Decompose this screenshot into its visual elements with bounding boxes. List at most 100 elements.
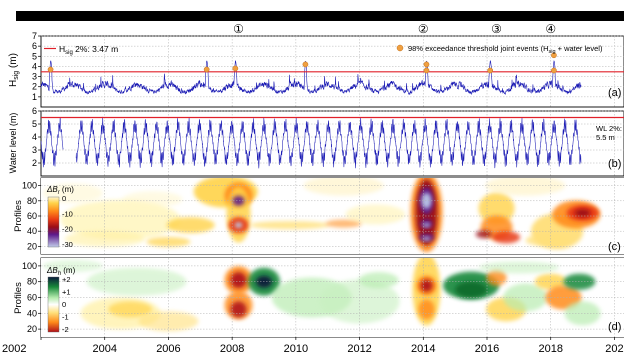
storm-marker-label: ② bbox=[418, 22, 429, 36]
storm-marker-label: ③ bbox=[491, 22, 502, 36]
colorbar-tick-label: -2 bbox=[62, 325, 69, 334]
event-legend-label: 98% exceedance threshold joint events (H… bbox=[408, 44, 603, 55]
panel-c-ytick-label: 20 bbox=[27, 241, 37, 251]
x-tick-label: 2018 bbox=[538, 343, 562, 355]
panel-b-ytick-label: 2 bbox=[32, 158, 37, 168]
heatmap-c-cell bbox=[303, 178, 384, 196]
panel-c-colorbar bbox=[47, 196, 60, 248]
event-point bbox=[423, 61, 430, 68]
panel-c-ytick-label: 60 bbox=[27, 211, 37, 221]
panel-b-label: (b) bbox=[608, 158, 621, 170]
storm-marker-label: ④ bbox=[545, 22, 556, 36]
panel-b-water-level-series bbox=[40, 116, 582, 169]
panel-d-colorbar-ticks: +2 +1 0 -1 -2 bbox=[62, 275, 71, 334]
event-point bbox=[302, 61, 309, 68]
panel-c-colorbar-title: ΔBr (m) bbox=[46, 185, 74, 196]
panel-b-ytick-label: 6 bbox=[32, 106, 37, 116]
heatmap-c-cell bbox=[492, 231, 521, 244]
panel-d-ytick-label: 80 bbox=[27, 277, 37, 287]
panel-a-ytick-label: 5 bbox=[32, 51, 37, 61]
threshold-legend-label: Hsig 2%: 3.47 m bbox=[59, 44, 118, 56]
heatmap-c-cell bbox=[574, 208, 591, 217]
top-black-bar bbox=[16, 11, 624, 21]
panel-c-ytick-label: 40 bbox=[27, 226, 37, 236]
event-point bbox=[203, 66, 210, 73]
event-point bbox=[423, 67, 430, 74]
heatmap-c-cell bbox=[249, 221, 330, 230]
panel-c-y-ticks: 20 40 60 80 100 bbox=[22, 181, 41, 251]
heatmap-c-cell bbox=[422, 223, 431, 228]
colorbar-tick-label: 0 bbox=[62, 300, 66, 309]
event-point bbox=[487, 67, 494, 74]
panel-d-ytick-label: 60 bbox=[27, 293, 37, 303]
x-tick-label: 2008 bbox=[220, 343, 244, 355]
panel-a-hsig-series bbox=[40, 60, 582, 96]
panel-d-colorbar-title: ΔBh (m) bbox=[46, 266, 76, 277]
x-tick-label: 2012 bbox=[347, 343, 371, 355]
heatmap-d-cell bbox=[564, 301, 601, 326]
panel-b-grid bbox=[41, 110, 624, 176]
wl-threshold-label-1: WL 2%: bbox=[596, 124, 622, 133]
event-point bbox=[551, 67, 557, 74]
heatmap-d-cell bbox=[420, 279, 433, 292]
heatmap-c-cell bbox=[166, 217, 215, 234]
heatmap-c-cell bbox=[325, 219, 362, 228]
heatmap-d-cell bbox=[358, 272, 399, 289]
heatmap-d-cell bbox=[418, 299, 435, 320]
heatmap-c-cell bbox=[226, 186, 251, 243]
x-tick-label: 2014 bbox=[411, 343, 435, 355]
heatmap-d-cell bbox=[534, 273, 567, 290]
panel-b-ytick-label: 3 bbox=[32, 145, 37, 155]
panel-a-ylabel: Hsig (m) bbox=[8, 53, 20, 87]
panel-d-ytick-label: 20 bbox=[27, 324, 37, 334]
panel-b: 2 3 4 5 6 WL 2%: 5.5 m (b) Water level (m) bbox=[8, 106, 624, 176]
heatmap-c-cell bbox=[478, 192, 515, 225]
panel-c-ytick-label: 100 bbox=[22, 181, 37, 191]
panel-b-ytick-label: 4 bbox=[32, 132, 37, 142]
colorbar-tick-label: -1 bbox=[62, 313, 69, 322]
heatmap-d-cell bbox=[230, 272, 247, 289]
colorbar-tick-label: -20 bbox=[62, 225, 73, 234]
heatmap-d-cell bbox=[478, 261, 559, 274]
wl-threshold-label-2: 5.5 m bbox=[596, 133, 615, 142]
panel-c-ytick-label: 80 bbox=[27, 196, 37, 206]
panel-d-label: (d) bbox=[608, 321, 621, 333]
panel-b-ylabel: Water level (m) bbox=[8, 113, 18, 174]
colorbar-tick-label: +2 bbox=[62, 275, 71, 284]
heatmap-d-cell bbox=[455, 281, 488, 298]
colorbar-tick-label: -30 bbox=[62, 240, 73, 249]
x-tick-label: 2004 bbox=[92, 343, 116, 355]
panel-b-ytick-label: 5 bbox=[32, 119, 37, 129]
x-axis: 2002 2004 2006 2008 2010 2012 2014 2016 2018 202 bbox=[2, 337, 624, 355]
colorbar-tick-label: +1 bbox=[62, 288, 71, 297]
storm-markers: ① ② ③ ④ bbox=[233, 22, 556, 36]
panel-a-ytick-label: 2 bbox=[32, 82, 37, 92]
heatmap-d-cell bbox=[42, 259, 103, 272]
panel-a-event-points bbox=[47, 52, 557, 74]
heatmap-c-cell bbox=[475, 230, 492, 239]
panel-d-ylabel: Profiles bbox=[13, 282, 24, 314]
panel-c-label: (c) bbox=[608, 241, 621, 253]
panel-d-ytick-label: 100 bbox=[22, 261, 37, 271]
x-tick-label: 2006 bbox=[156, 343, 180, 355]
colorbar-tick-label: 0 bbox=[62, 194, 66, 203]
colorbar-tick-label: -10 bbox=[62, 209, 73, 218]
event-point bbox=[47, 66, 54, 73]
panel-a-ytick-label: 4 bbox=[32, 61, 37, 71]
heatmap-c-cell bbox=[232, 195, 245, 206]
panel-a-ytick-label: 1 bbox=[32, 92, 37, 102]
panel-b-y-ticks: 2 3 4 5 6 bbox=[32, 106, 41, 168]
heatmap-c-cell bbox=[60, 199, 181, 240]
x-tick-label: 2002 bbox=[2, 343, 26, 355]
panel-d: 20 40 60 80 100 ΔBh (m) +2 +1 0 -1 -2 (d) Profil… bbox=[13, 258, 624, 337]
panel-b-frame bbox=[40, 110, 624, 177]
panel-c-colorbar-ticks: 0 -10 -20 -30 bbox=[62, 194, 73, 249]
heatmap-d-cell bbox=[86, 267, 187, 296]
panel-a-ytick-label: 6 bbox=[32, 41, 37, 51]
panel-a-label: (a) bbox=[608, 87, 621, 99]
event-point bbox=[232, 65, 239, 72]
heatmap-c-cell bbox=[345, 204, 406, 225]
x-tick-label: 2010 bbox=[284, 343, 308, 355]
